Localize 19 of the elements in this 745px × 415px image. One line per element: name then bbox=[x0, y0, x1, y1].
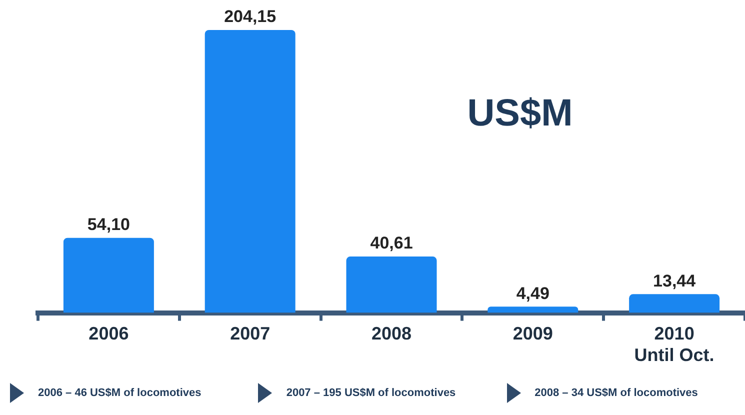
data-label: 13,44 bbox=[653, 271, 696, 290]
data-label: 40,61 bbox=[370, 234, 413, 253]
text: 2008 – 34 US$M of locomotives bbox=[534, 386, 698, 398]
x-tick-label: 2010 Until Oct. bbox=[634, 324, 714, 366]
bar bbox=[629, 294, 720, 313]
x-tick-label: 2006 bbox=[88, 324, 129, 344]
data-label: 204,15 bbox=[224, 7, 276, 26]
bar bbox=[63, 238, 154, 313]
data-label: 54,10 bbox=[87, 215, 130, 234]
bar bbox=[204, 30, 296, 313]
x-tick-label: 2009 bbox=[512, 324, 553, 344]
data-label: 4,49 bbox=[516, 284, 550, 303]
x-tick-label: 2007 bbox=[230, 324, 270, 344]
bar bbox=[488, 306, 578, 313]
bar bbox=[346, 256, 437, 313]
text: 2006 – 46 US$M of locomotives bbox=[38, 386, 202, 398]
text: 2007 – 195 US$M of locomotives bbox=[286, 386, 456, 398]
x-tick-label: 2008 bbox=[371, 324, 412, 344]
annotation: US$M bbox=[467, 92, 573, 134]
